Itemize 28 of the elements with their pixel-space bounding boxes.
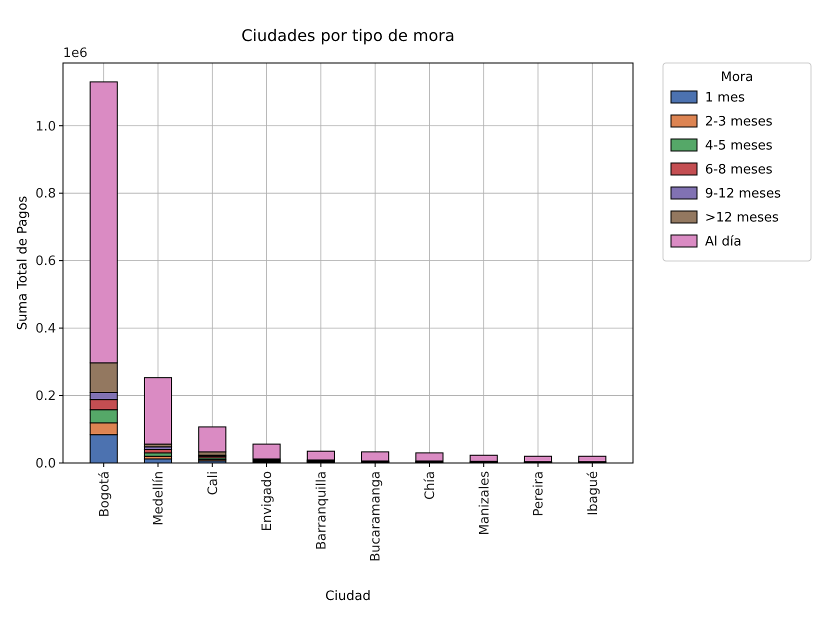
x-tick-label: Cali (206, 471, 221, 496)
x-tick-label: Barranquilla (314, 471, 330, 550)
x-tick-label: Pereira (532, 471, 547, 516)
y-tick-label: 0.4 (35, 322, 56, 337)
y-axis-title: Suma Total de Pagos (16, 196, 31, 330)
legend-label: 2-3 meses (705, 114, 773, 130)
legend-label: 4-5 meses (705, 138, 773, 154)
x-tick-label: Envigado (260, 470, 276, 532)
x-tick-label: Bucaramanga (368, 471, 384, 562)
legend-title: Mora (720, 70, 754, 85)
legend-label: >12 meses (705, 210, 779, 226)
legend-label: 9-12 meses (705, 186, 782, 202)
chart-title: Ciudades por tipo de mora (241, 26, 455, 45)
y-tick-label: 0.0 (35, 456, 56, 472)
text: 1e6 (63, 46, 88, 61)
legend-label: 6-8 meses (705, 162, 773, 178)
x-tick-label: Ibagué (586, 471, 601, 516)
y-tick-label: 0.8 (35, 186, 56, 202)
x-tick-label: Manizales (477, 470, 492, 536)
legend-label: Al día (705, 234, 742, 250)
legend-label: 1 mes (705, 90, 746, 106)
x-tick-label: Medellín (152, 471, 167, 526)
x-tick-label: Bogotá (97, 471, 112, 518)
y-tick-label: 0.6 (35, 254, 56, 270)
x-tick-label: Chía (422, 471, 438, 500)
y-tick-label: 1.0 (35, 119, 56, 134)
x-axis-title: Ciudad (325, 589, 371, 604)
y-tick-label: 0.2 (35, 389, 56, 404)
